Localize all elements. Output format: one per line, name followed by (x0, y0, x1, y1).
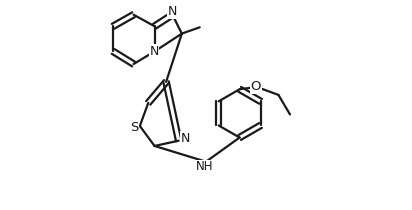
Text: NH: NH (196, 160, 214, 173)
Text: N: N (168, 5, 177, 18)
Text: N: N (150, 45, 159, 58)
Text: S: S (130, 121, 138, 134)
Text: N: N (180, 132, 190, 145)
Text: O: O (251, 80, 261, 93)
